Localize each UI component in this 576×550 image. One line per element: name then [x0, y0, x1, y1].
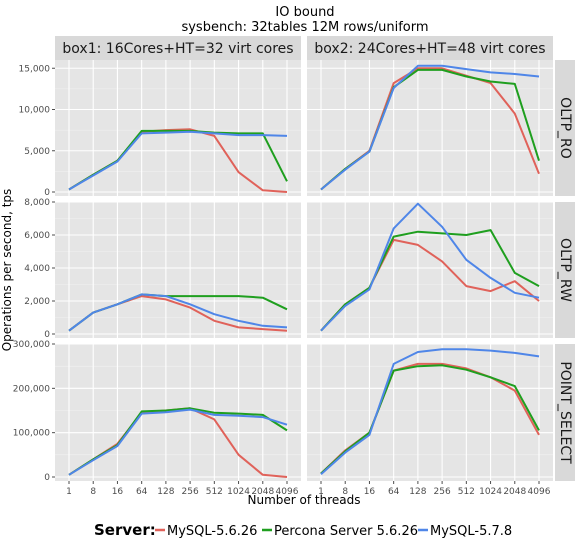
y-tick-label: 0	[44, 473, 50, 483]
x-tick-label: 1	[318, 487, 324, 497]
column-strip-label: box2: 24Cores+HT=48 virt cores	[314, 41, 545, 57]
y-tick-label: 5,000	[24, 147, 50, 157]
x-tick-label: 16	[112, 487, 124, 497]
chart-subtitle: sysbench: 32tables 12M rows/uniform	[181, 20, 428, 35]
x-axis-title: Number of threads	[248, 493, 361, 507]
x-tick-label: 1	[66, 487, 72, 497]
x-tick-label: 8	[342, 487, 348, 497]
y-tick-label: 4,000	[24, 264, 50, 274]
column-strip	[307, 36, 553, 60]
y-axis-title: Operations per second, tps	[0, 189, 14, 352]
series-line-mysql-5-7-8	[68, 408, 288, 476]
y-tick-label: 15,000	[19, 64, 51, 74]
series-line-mysql-5-7-8	[320, 348, 540, 476]
y-tick-label: 2,000	[24, 297, 50, 307]
legend-title: Server:	[94, 521, 156, 539]
series-line-percona-server-5-6-26	[320, 364, 540, 475]
series-line-mysql-5-7-8	[320, 64, 540, 191]
chart-title: IO bound	[275, 5, 334, 20]
series-line-mysql-5-7-8	[320, 202, 540, 332]
row-strip-label: POINT_SELECT	[557, 361, 573, 464]
x-tick-label: 4096	[528, 487, 551, 497]
x-tick-label: 256	[434, 487, 451, 497]
y-tick-label: 10,000	[19, 106, 51, 116]
panel-background	[307, 60, 553, 196]
y-tick-label: 0	[44, 188, 50, 198]
x-tick-label: 8	[90, 487, 96, 497]
x-tick-label: 128	[157, 487, 174, 497]
x-tick-label: 2048	[251, 487, 274, 497]
y-tick-label: 0	[44, 330, 50, 340]
y-tick-label: 8,000	[24, 198, 50, 208]
y-tick-label: 200,000	[13, 384, 50, 394]
column-strip	[55, 36, 301, 60]
x-tick-label: 2048	[503, 487, 526, 497]
panel-background	[307, 202, 553, 338]
x-tick-label: 16	[364, 487, 376, 497]
row-strip	[555, 60, 575, 196]
series-line-mysql-5-7-8	[68, 293, 288, 332]
y-tick-label: 6,000	[24, 231, 50, 241]
column-strip-label: box1: 16Cores+HT=32 virt cores	[62, 41, 293, 57]
x-tick-label: 1024	[227, 487, 250, 497]
x-tick-label: 256	[182, 487, 199, 497]
series-line-percona-server-5-6-26	[320, 229, 540, 332]
y-tick-label: 300,000	[13, 340, 50, 350]
x-tick-label: 64	[388, 487, 400, 497]
panel-background	[307, 344, 553, 481]
legend-label: MySQL-5.6.26	[167, 524, 257, 539]
row-strip-label: OLTP_RW	[557, 238, 573, 302]
x-tick-label: 1024	[479, 487, 502, 497]
y-tick-label: 100,000	[13, 429, 50, 439]
row-strip	[555, 344, 575, 481]
legend-label: MySQL-5.7.8	[430, 524, 512, 539]
x-tick-label: 128	[409, 487, 426, 497]
x-tick-label: 512	[458, 487, 475, 497]
legend-label: Percona Server 5.6.26	[274, 524, 418, 539]
x-tick-label: 4096	[276, 487, 299, 497]
series-line-mysql-5-7-8	[68, 130, 288, 191]
x-tick-label: 64	[136, 487, 148, 497]
row-strip	[555, 202, 575, 338]
row-strip-label: OLTP_RO	[557, 97, 573, 159]
x-tick-label: 512	[206, 487, 223, 497]
panel-background	[55, 202, 301, 338]
